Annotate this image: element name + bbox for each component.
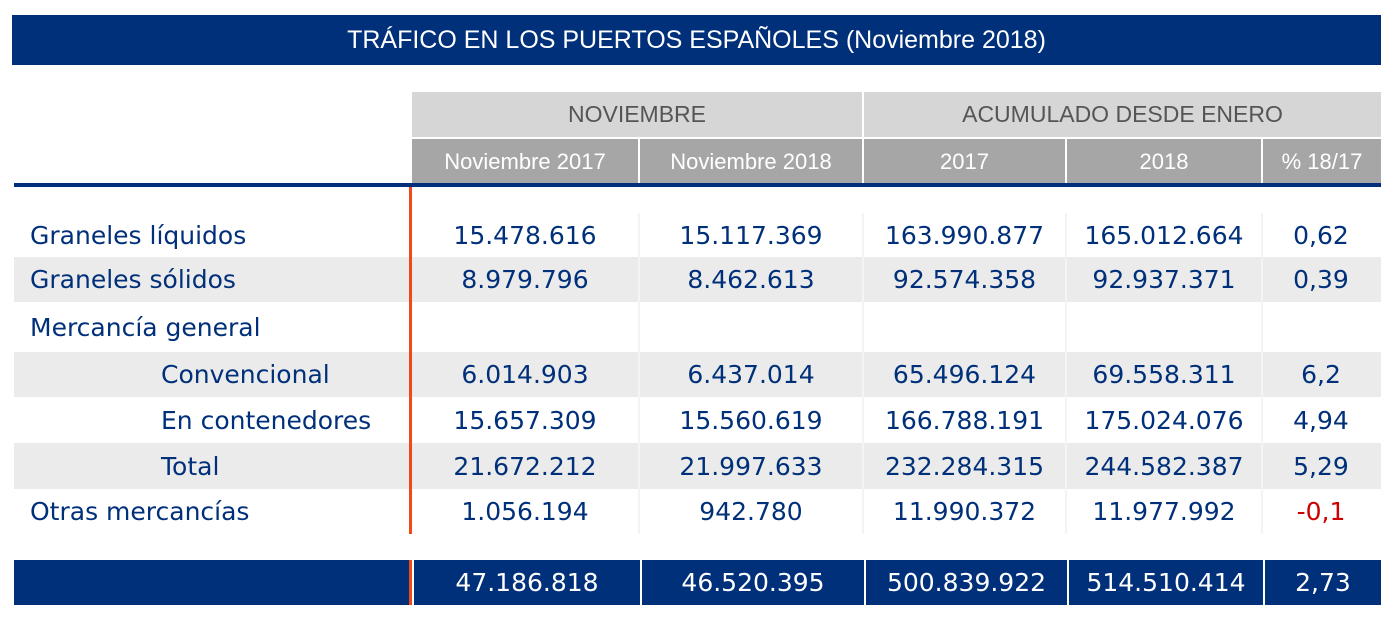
value-cell: 6.437.014 bbox=[638, 352, 862, 397]
value-cell: -0,1 bbox=[1261, 489, 1379, 534]
value-cell: 232.284.315 bbox=[862, 443, 1065, 489]
footer-divider bbox=[409, 560, 412, 605]
row-label: Otras mercancías bbox=[30, 497, 250, 526]
column-header: 2018 bbox=[1067, 137, 1263, 184]
row-label: Mercancía general bbox=[30, 312, 261, 342]
value-cell: 8.462.613 bbox=[638, 257, 862, 302]
total-cell: 500.839.922 bbox=[864, 560, 1067, 605]
value-cell: 92.937.371 bbox=[1065, 257, 1261, 302]
totals-label-cell bbox=[14, 560, 412, 605]
value-cell bbox=[1065, 302, 1261, 352]
value-cell: 15.478.616 bbox=[453, 220, 597, 250]
value-cell: 6,2 bbox=[1261, 352, 1379, 397]
value-cell: 21.672.212 bbox=[453, 451, 597, 481]
value-cell: 175.024.076 bbox=[1065, 397, 1261, 443]
value-cell: 8.979.796 bbox=[461, 265, 589, 294]
value-cell: 0,62 bbox=[1261, 213, 1379, 257]
table-row: Mercancía general bbox=[14, 302, 1381, 352]
value-cell: 5,29 bbox=[1261, 443, 1379, 489]
value-cell bbox=[638, 302, 862, 352]
total-cell: 2,73 bbox=[1263, 560, 1381, 605]
label-divider bbox=[409, 187, 412, 534]
table-row: Convencional 6.014.903 6.437.014 65.496.124… bbox=[14, 352, 1381, 397]
value-cell: 0,39 bbox=[1261, 257, 1379, 302]
value-cell: 1.056.194 bbox=[461, 497, 589, 526]
total-cell: 514.510.414 bbox=[1067, 560, 1263, 605]
column-header: % 18/17 bbox=[1263, 137, 1381, 184]
value-cell: 21.997.633 bbox=[638, 443, 862, 489]
value-cell: 163.990.877 bbox=[862, 213, 1065, 257]
value-cell: 65.496.124 bbox=[862, 352, 1065, 397]
value-cell bbox=[1261, 302, 1379, 352]
value-cell: 15.117.369 bbox=[638, 213, 862, 257]
value-cell: 11.977.992 bbox=[1065, 489, 1261, 534]
row-label: Graneles sólidos bbox=[30, 265, 236, 294]
header-divider bbox=[14, 183, 1381, 187]
value-cell: 15.657.309 bbox=[453, 405, 597, 435]
value-cell: 165.012.664 bbox=[1065, 213, 1261, 257]
value-cell: 244.582.387 bbox=[1065, 443, 1261, 489]
column-header: 2017 bbox=[864, 137, 1067, 184]
row-label: Total bbox=[161, 451, 220, 481]
value-cell: 942.780 bbox=[638, 489, 862, 534]
group-header-acumulado: ACUMULADO DESDE ENERO bbox=[864, 92, 1381, 137]
total-cell: 47.186.818 bbox=[412, 560, 640, 605]
value-cell: 69.558.311 bbox=[1065, 352, 1261, 397]
table-row: En contenedores 15.657.309 15.560.619 166.7… bbox=[14, 397, 1381, 443]
value-cell: 92.574.358 bbox=[862, 257, 1065, 302]
row-label: Graneles líquidos bbox=[30, 220, 247, 250]
value-cell: 166.788.191 bbox=[862, 397, 1065, 443]
group-header-noviembre: NOVIEMBRE bbox=[412, 92, 864, 137]
value-cell bbox=[412, 302, 638, 352]
row-label: Convencional bbox=[161, 360, 330, 389]
column-header: Noviembre 2017 bbox=[412, 137, 640, 184]
value-cell bbox=[862, 302, 1065, 352]
table-row: Graneles líquidos 15.478.616 15.117.369 163… bbox=[14, 213, 1381, 257]
total-cell: 46.520.395 bbox=[640, 560, 864, 605]
column-header: Noviembre 2018 bbox=[640, 137, 864, 184]
row-label: En contenedores bbox=[161, 405, 372, 435]
table-row: Total 21.672.212 21.997.633 232.284.315 244.… bbox=[14, 443, 1381, 489]
table-title: TRÁFICO EN LOS PUERTOS ESPAÑOLES (Noviem… bbox=[12, 15, 1381, 65]
totals-row: 47.186.818 46.520.395 500.839.922 514.51… bbox=[14, 560, 1381, 605]
value-cell: 6.014.903 bbox=[461, 360, 589, 389]
value-cell: 15.560.619 bbox=[638, 397, 862, 443]
value-cell: 11.990.372 bbox=[862, 489, 1065, 534]
value-cell: 4,94 bbox=[1261, 397, 1379, 443]
table-row: Graneles sólidos 8.979.796 8.462.613 92.574… bbox=[14, 257, 1381, 302]
table-row: Otras mercancías 1.056.194 942.780 11.990.3… bbox=[14, 489, 1381, 534]
